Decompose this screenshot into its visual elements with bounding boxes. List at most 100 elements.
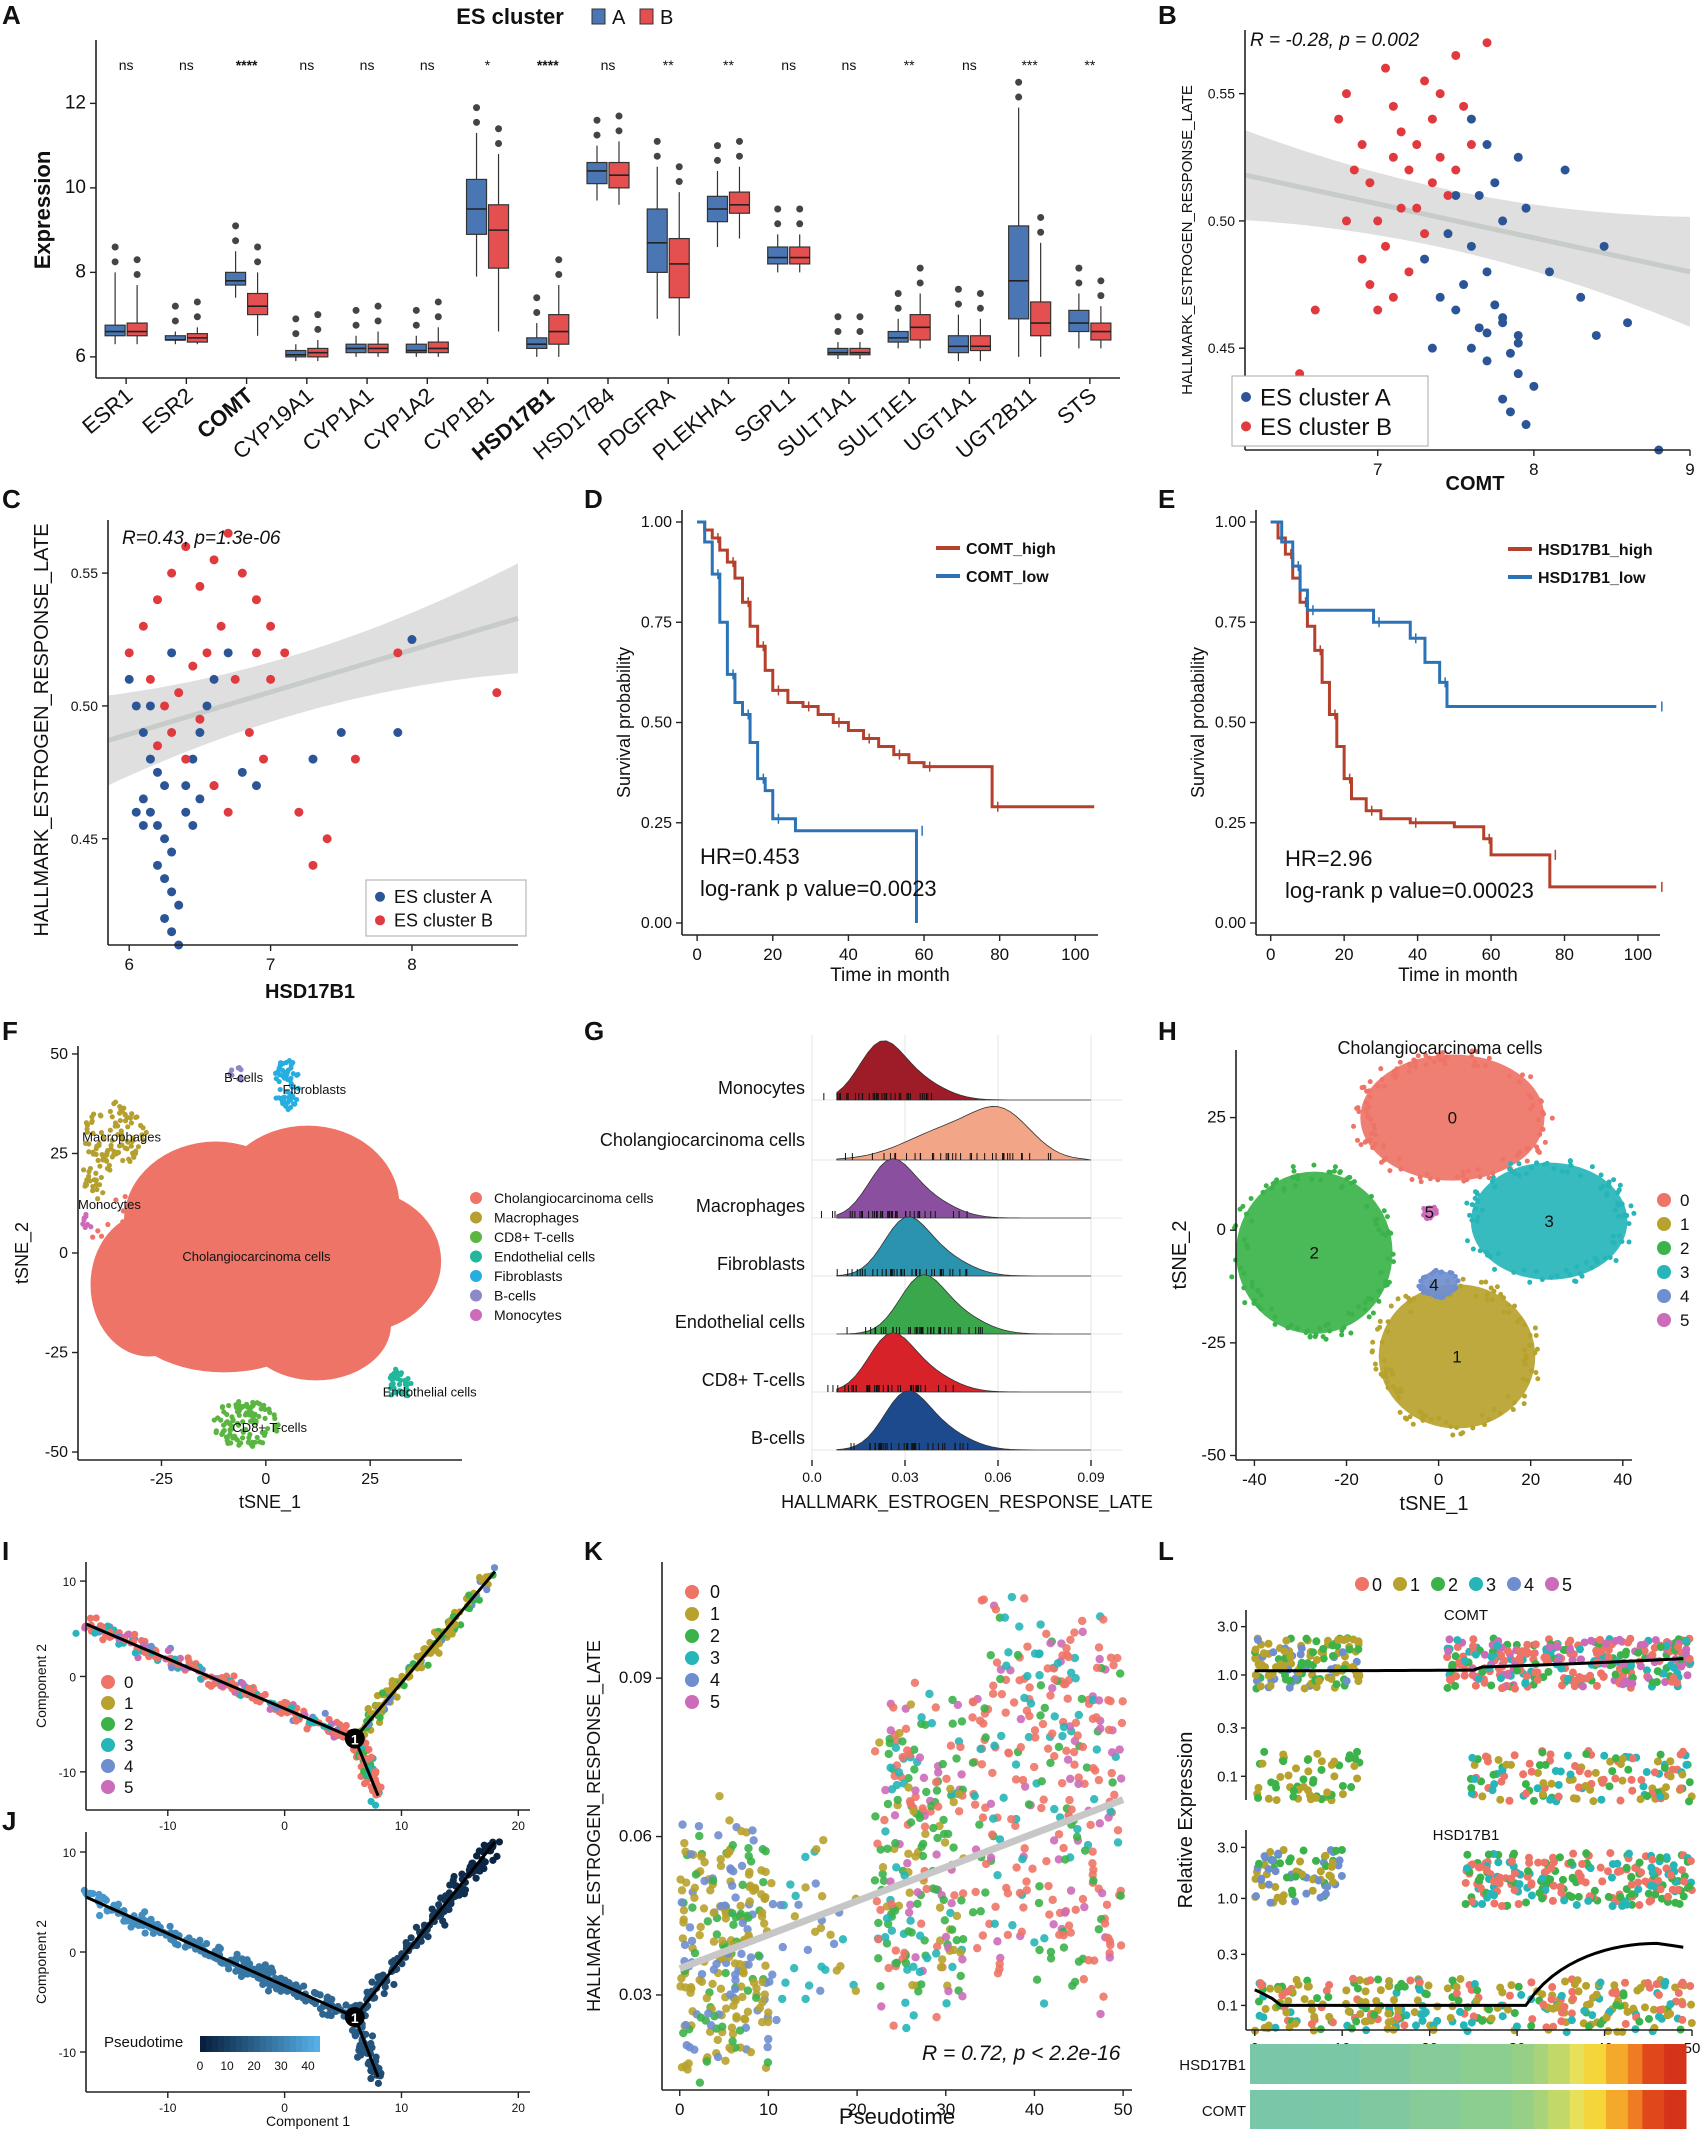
c-point-b	[174, 688, 183, 697]
c-xlabel: HSD17B1	[265, 981, 355, 1003]
k-point	[892, 1959, 900, 1967]
f-cell-cholangio	[306, 1179, 311, 1184]
h-cluster-2	[1385, 1256, 1390, 1261]
h-cluster-2	[1272, 1315, 1277, 1320]
h-cluster-4	[1446, 1291, 1451, 1296]
l-comt-point	[1649, 1678, 1657, 1686]
f-cell-cholangio	[371, 1200, 376, 1205]
f-cell-cholangio	[259, 1264, 264, 1269]
f-cell-cholangio	[320, 1201, 325, 1206]
l-comt-point	[1616, 1636, 1624, 1644]
h-cluster-1	[1398, 1410, 1403, 1415]
l-comt-point	[1349, 1635, 1357, 1643]
l-legend-dot	[1545, 1577, 1559, 1591]
f-cell-macrophage	[86, 1149, 91, 1154]
k-point	[1079, 1628, 1087, 1636]
f-cell-monocyte	[83, 1212, 88, 1217]
k-point	[732, 1913, 740, 1921]
k-point	[971, 1888, 979, 1896]
i-legend-label: 4	[124, 1757, 133, 1776]
b-point-a	[1459, 280, 1468, 289]
a-outlier	[796, 220, 803, 227]
f-legend-label: Macrophages	[494, 1210, 579, 1226]
j-colorbar-cell	[212, 2036, 218, 2052]
e-xtick-label: 0	[1266, 945, 1275, 964]
h-cluster-0	[1455, 1174, 1460, 1179]
a-box-CYP1A2-b	[428, 342, 448, 353]
k-point	[1070, 1628, 1078, 1636]
h-cluster-2	[1375, 1216, 1380, 1221]
l-comt-point	[1682, 1637, 1690, 1645]
l-hsd-point	[1527, 1879, 1535, 1887]
f-cell-cholangio	[255, 1237, 260, 1242]
l-comt-point	[1634, 1649, 1642, 1657]
h-cluster-1	[1495, 1284, 1500, 1289]
l-comt-point	[1299, 1775, 1307, 1783]
c-annotation: R=0.43, p=1.3e-06	[122, 528, 281, 549]
f-cell-fibroblast	[285, 1069, 290, 1074]
l-comt-point	[1629, 1754, 1637, 1762]
k-point	[946, 1785, 954, 1793]
h-cluster-2	[1356, 1304, 1361, 1309]
f-cell-cholangio	[194, 1159, 199, 1164]
k-point	[1089, 1876, 1097, 1884]
l-comt-point	[1682, 1761, 1690, 1769]
c-point-a	[195, 728, 204, 737]
h-cluster-2	[1376, 1227, 1381, 1232]
h-cluster-0	[1356, 1105, 1361, 1110]
f-cell-cholangio	[240, 1353, 245, 1358]
h-cluster-label: 5	[1425, 1203, 1434, 1222]
k-point	[907, 1700, 915, 1708]
f-cluster-label: Monocytes	[78, 1197, 141, 1212]
b-point-b	[1365, 178, 1374, 187]
l-hsd-point	[1490, 1900, 1498, 1908]
k-point	[738, 1862, 746, 1870]
k-point	[887, 1900, 895, 1908]
h-legend-dot	[1657, 1265, 1671, 1279]
a-outlier	[254, 244, 261, 251]
b-ylabel: HALLMARK_ESTROGEN_RESPONSE_LATE	[1179, 85, 1196, 395]
k-point	[996, 1675, 1004, 1683]
h-cluster-1	[1407, 1299, 1412, 1304]
l-hsd-point	[1463, 1864, 1471, 1872]
k-point	[911, 1953, 919, 1961]
k-point	[903, 1746, 911, 1754]
f-cluster-label: B-cells	[224, 1070, 264, 1085]
f-cell-cholangio	[130, 1232, 135, 1237]
l-hsd-point	[1272, 1867, 1280, 1875]
k-point	[1039, 1720, 1047, 1728]
k-point	[903, 1859, 911, 1867]
h-cluster-label: 0	[1448, 1109, 1457, 1128]
c-point-a	[181, 808, 190, 817]
k-point	[703, 1994, 711, 2002]
h-cluster-0	[1476, 1167, 1481, 1172]
a-outlier	[254, 258, 261, 265]
l-comt-point	[1468, 1754, 1476, 1762]
f-cell-cholangio	[170, 1207, 175, 1212]
f-cell-cd8	[233, 1436, 238, 1441]
l-hsd-point	[1654, 1877, 1662, 1885]
a-outlier	[134, 256, 141, 263]
a-outlier	[1015, 79, 1022, 86]
l-legend-dot	[1507, 1577, 1521, 1591]
f-cell-cholangio	[95, 1258, 100, 1263]
k-point	[876, 1906, 884, 1914]
f-cell-cholangio	[389, 1191, 394, 1196]
k-point	[1071, 1674, 1079, 1682]
k-point	[678, 1898, 686, 1906]
f-cell-macrophage	[96, 1158, 101, 1163]
k-point	[944, 1987, 952, 1995]
k-point	[885, 1750, 893, 1758]
k-point	[718, 1937, 726, 1945]
j-legend-title: Pseudotime	[104, 2034, 183, 2051]
l-comt-point	[1353, 1748, 1361, 1756]
j-colorbar-cell	[314, 2036, 320, 2052]
l-comt-point	[1504, 1647, 1512, 1655]
k-point	[1017, 1743, 1025, 1751]
h-cluster-2	[1273, 1180, 1278, 1185]
l-comt-point	[1260, 1748, 1268, 1756]
f-cell-macrophage	[107, 1167, 112, 1172]
l-comt-point	[1652, 1636, 1660, 1644]
j-cell	[342, 2001, 349, 2008]
